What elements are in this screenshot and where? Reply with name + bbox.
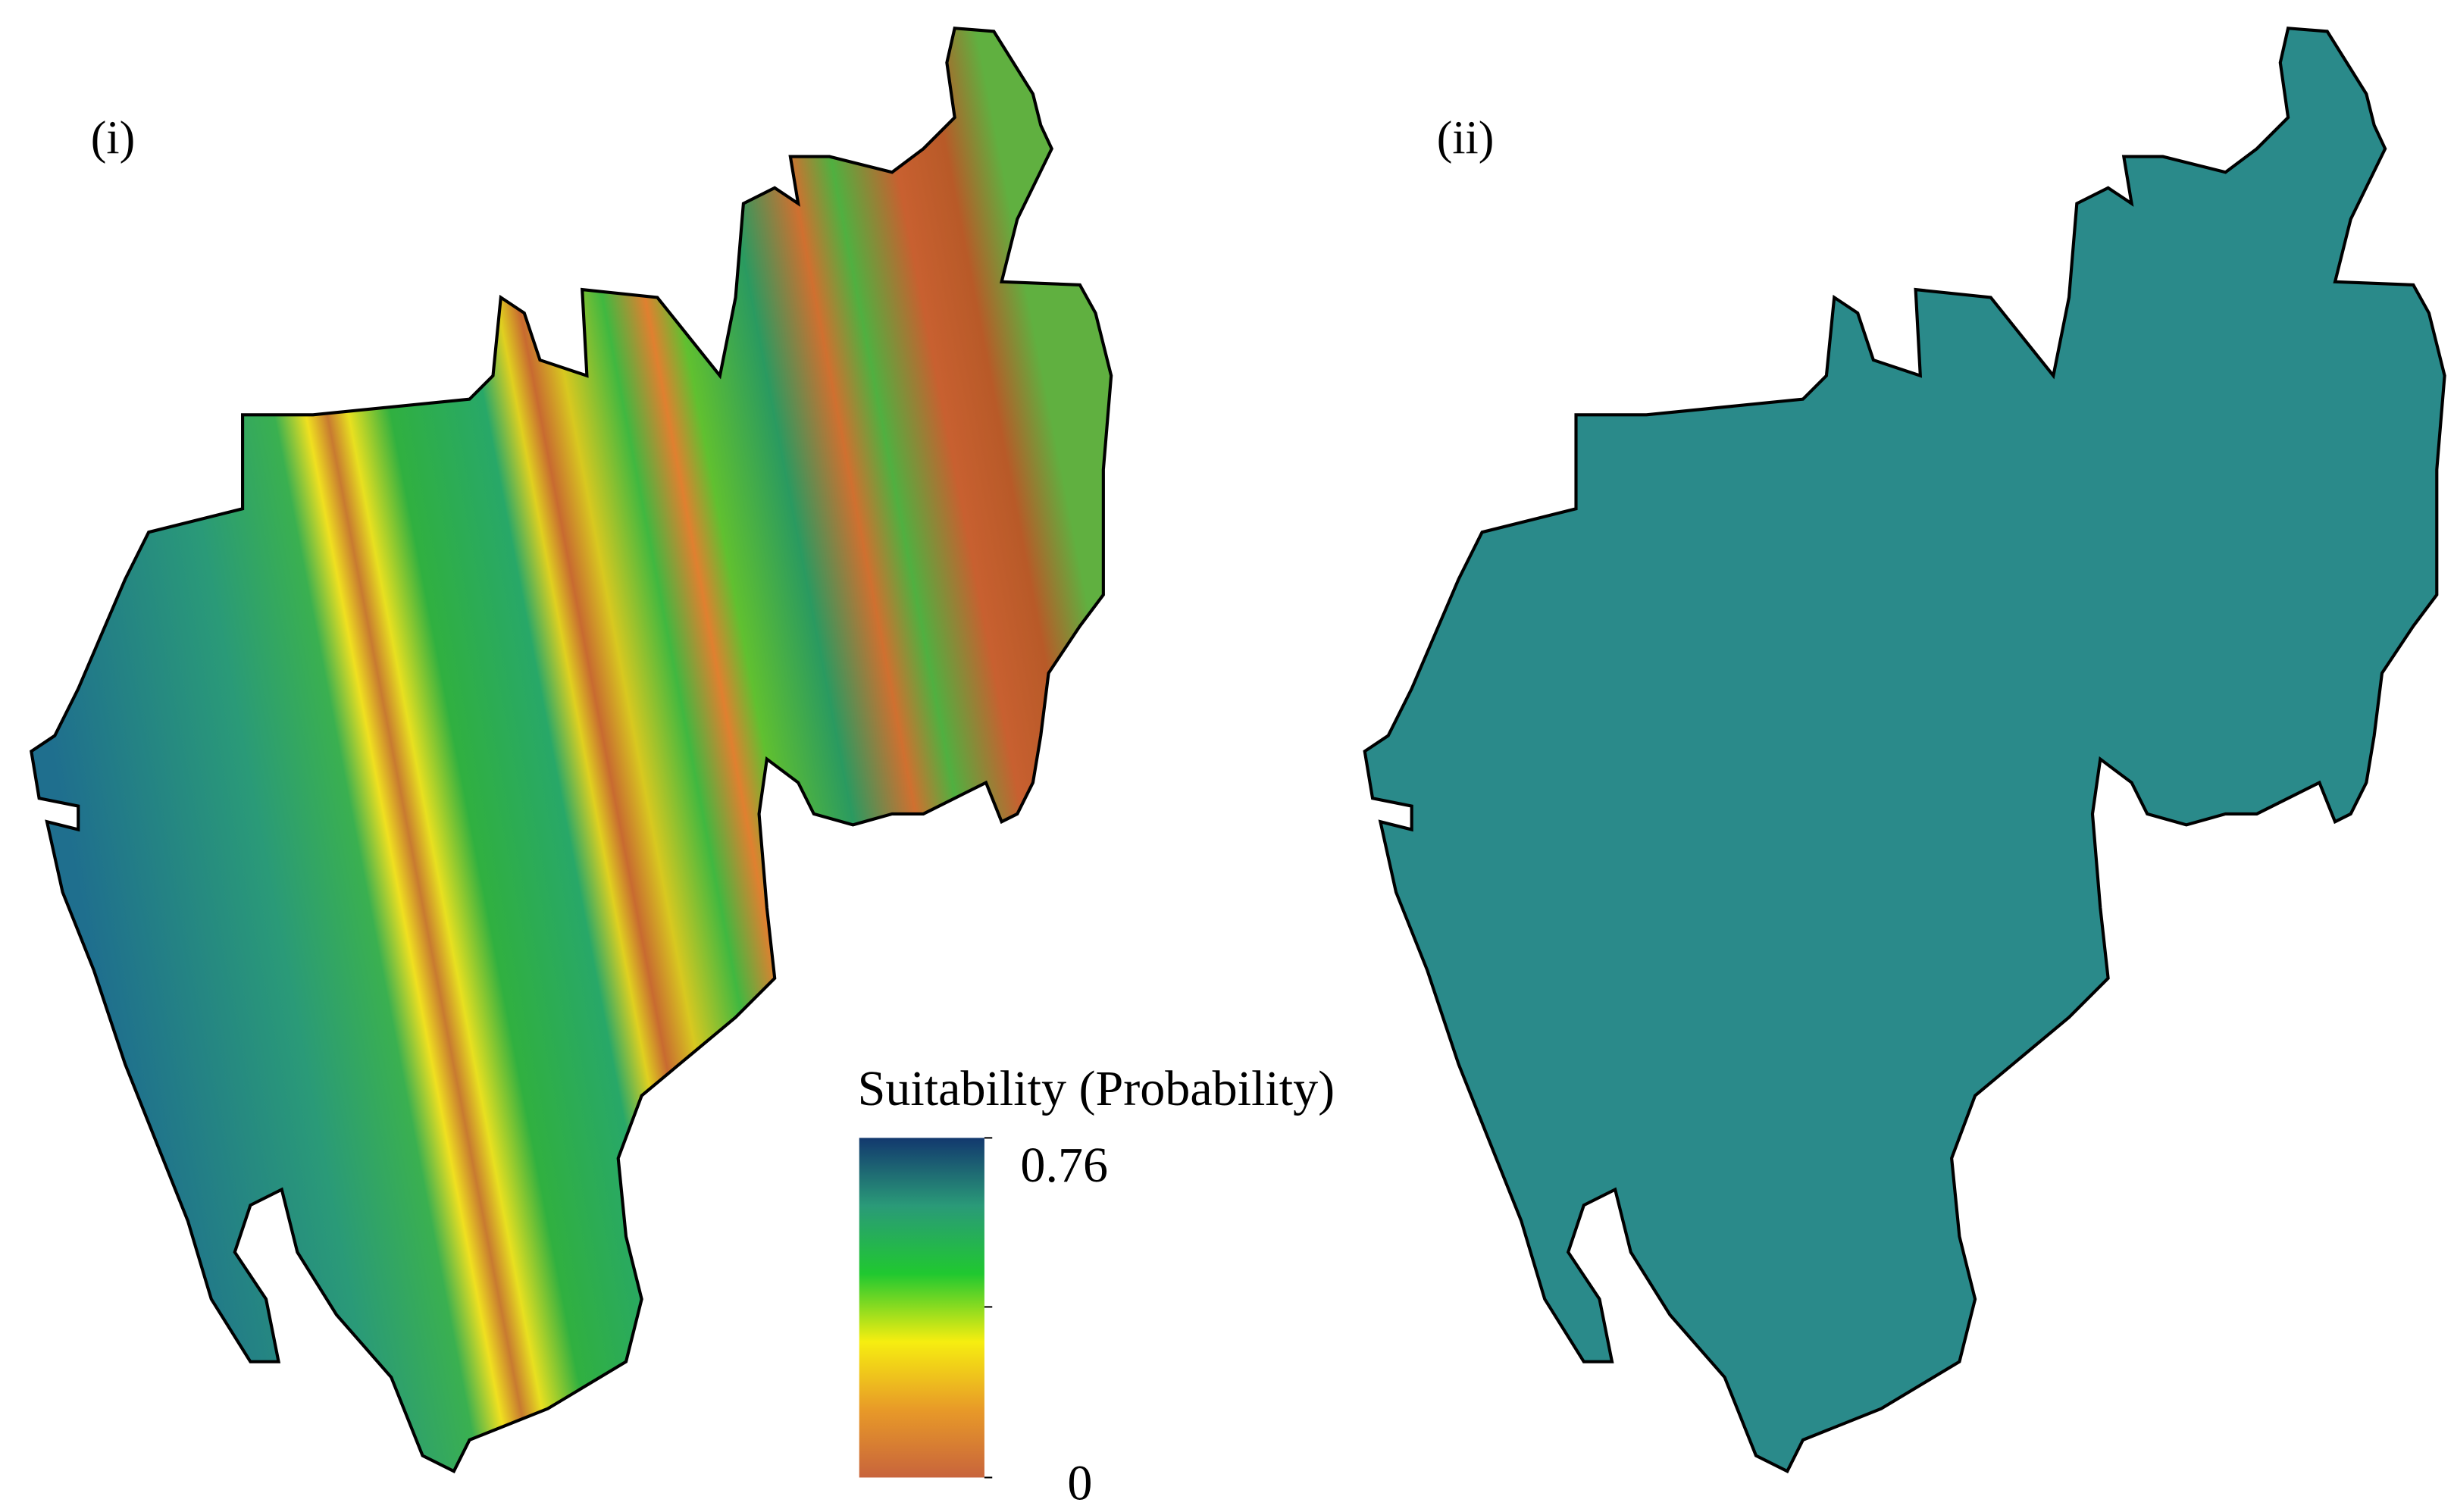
colorbar bbox=[859, 1138, 984, 1478]
panel-label: (i) bbox=[91, 112, 135, 164]
colorbar-ticks: 0.76 0 bbox=[984, 1137, 1108, 1510]
panel-label: (ii) bbox=[1437, 112, 1495, 164]
colorbar-tick-label: 0 bbox=[1067, 1455, 1092, 1510]
legend-title: Suitability (Probability) bbox=[858, 1061, 1335, 1116]
map-ii bbox=[1365, 28, 2445, 1471]
colorbar-tick-label: 0.76 bbox=[1020, 1138, 1108, 1193]
